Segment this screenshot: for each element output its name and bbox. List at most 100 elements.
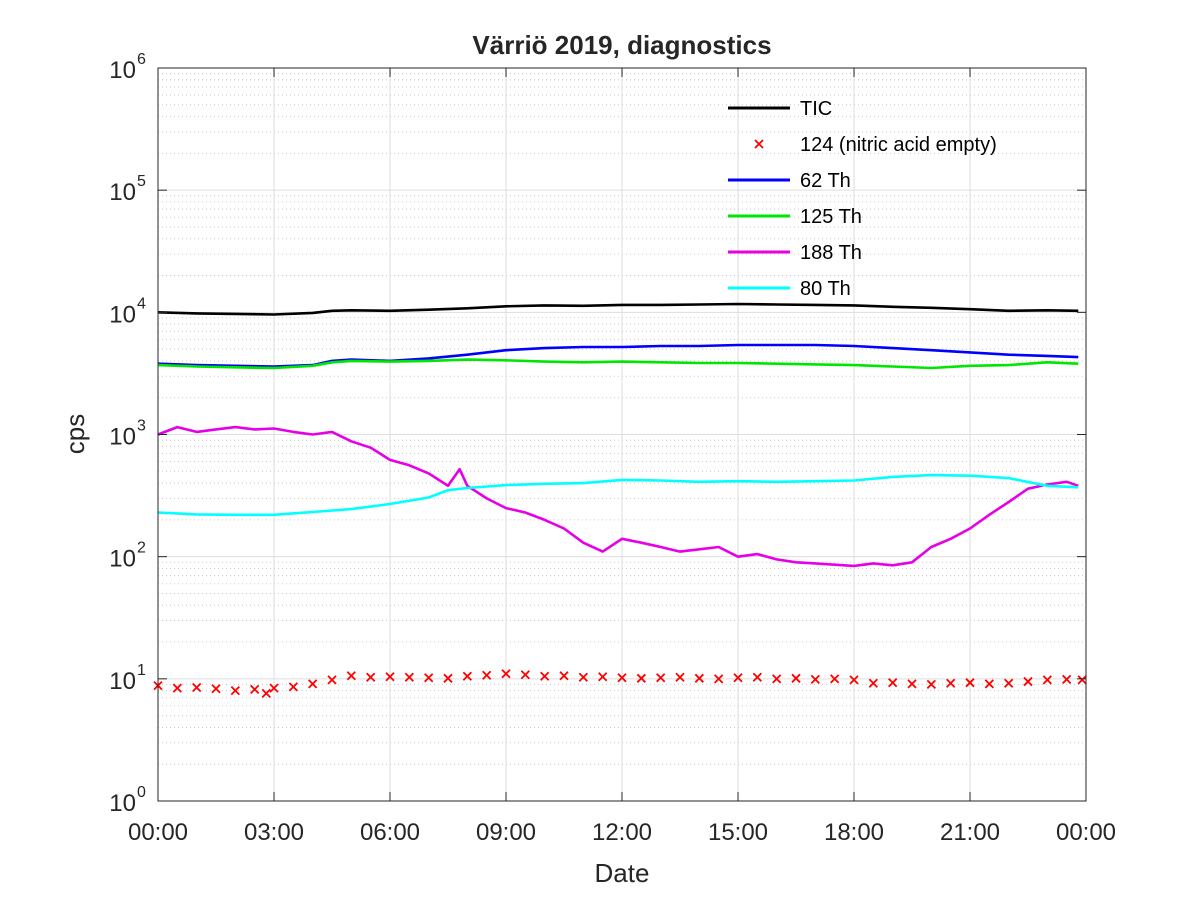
- data-point: [230, 686, 240, 696]
- series-line: [157, 473, 1079, 517]
- y-tick-label: 10 1: [109, 662, 146, 695]
- y-tick-label: 10 6: [109, 51, 146, 84]
- data-point: [733, 673, 743, 683]
- y-axis-label: cps: [60, 414, 90, 454]
- data-point: [1042, 675, 1052, 685]
- legend-item: 188 Th: [728, 242, 862, 264]
- series-tic: [157, 302, 1079, 316]
- data-point: [327, 675, 337, 685]
- y-tick-label-exponent: 5: [137, 173, 146, 190]
- data-point: [1004, 678, 1014, 688]
- data-point: [540, 671, 550, 681]
- x-tick-label: 03:00: [244, 819, 304, 846]
- y-tick-label-exponent: 3: [137, 418, 146, 435]
- y-tick-label-exponent: 2: [137, 540, 146, 557]
- data-point: [559, 671, 569, 681]
- legend-item: 62 Th: [728, 170, 851, 192]
- data-point: [578, 672, 588, 682]
- data-point: [617, 673, 627, 683]
- y-tick-label: 10 0: [109, 784, 146, 817]
- data-point: [250, 684, 260, 694]
- data-point: [1062, 674, 1072, 685]
- x-tick-label: 06:00: [360, 819, 420, 846]
- legend-label: TIC: [800, 98, 832, 120]
- chart-title: Värriö 2019, diagnostics: [472, 30, 771, 60]
- series-124: [153, 669, 1087, 699]
- y-tick-label-base: 10: [109, 790, 136, 817]
- y-tick-label-base: 10: [109, 301, 136, 328]
- legend-label: 188 Th: [800, 242, 862, 264]
- x-tick-label: 21:00: [940, 819, 1000, 846]
- x-tick-label: 00:00: [128, 819, 188, 846]
- x-axis-label: Date: [595, 858, 650, 888]
- data-point: [752, 672, 762, 682]
- series-line: [157, 425, 1079, 568]
- y-tick-label-base: 10: [109, 424, 136, 451]
- y-tick-label: 10 4: [109, 295, 146, 328]
- legend-marker: [754, 139, 764, 149]
- y-tick-label: 10 5: [109, 173, 146, 206]
- data-point: [385, 672, 395, 682]
- legend-item: 125 Th: [728, 206, 862, 228]
- data-point: [694, 673, 704, 683]
- data-point: [598, 672, 608, 682]
- data-point: [192, 682, 202, 693]
- data-point: [868, 678, 878, 688]
- data-point: [501, 669, 511, 679]
- y-tick-label: 10 3: [109, 418, 146, 451]
- legend-item: 80 Th: [728, 278, 851, 300]
- legend-label: 124 (nitric acid empty): [800, 134, 997, 156]
- y-tick-label-exponent: 1: [137, 662, 146, 679]
- x-tick-label: 18:00: [824, 819, 884, 846]
- data-point: [308, 679, 318, 689]
- data-point: [1023, 676, 1033, 687]
- data-point: [984, 679, 994, 689]
- legend-label: 80 Th: [800, 278, 851, 300]
- data-point: [714, 674, 724, 684]
- data-point: [926, 679, 936, 690]
- data-point: [211, 684, 221, 694]
- legend-item: TIC: [728, 98, 832, 120]
- y-tick-label-exponent: 4: [137, 295, 146, 312]
- series-layer: [153, 302, 1087, 699]
- y-tick-label-exponent: 0: [137, 784, 146, 801]
- y-tick-label-base: 10: [109, 179, 136, 206]
- data-point: [849, 675, 859, 685]
- y-tick-label-base: 10: [109, 57, 136, 84]
- data-point: [1077, 675, 1087, 685]
- x-tick-labels: 00:00 03:00 06:00 09:00 12:00 15:00 18:00 21:00…: [128, 819, 1116, 846]
- series-line: [157, 358, 1079, 370]
- data-point: [830, 674, 840, 684]
- x-tick-label: 09:00: [476, 819, 536, 846]
- x-tick-label: 12:00: [592, 819, 652, 846]
- data-point: [675, 672, 685, 682]
- y-tick-label-exponent: 6: [137, 51, 146, 68]
- y-tick-label-base: 10: [109, 546, 136, 573]
- data-point: [888, 678, 898, 688]
- y-tick-label-base: 10: [109, 668, 136, 695]
- legend-item: 124 (nitric acid empty): [754, 134, 997, 156]
- data-point: [907, 679, 917, 689]
- series-125: [157, 358, 1079, 370]
- data-point: [482, 670, 492, 680]
- data-point: [404, 672, 414, 682]
- data-point: [172, 683, 182, 693]
- ticks: [157, 67, 1087, 802]
- data-point: [346, 671, 356, 681]
- data-point: [791, 673, 801, 683]
- x-tick-label: 15:00: [708, 819, 768, 846]
- data-point: [443, 673, 453, 683]
- x-tick-label: 00:00: [1056, 819, 1116, 846]
- data-point: [772, 674, 782, 684]
- legend-label: 125 Th: [800, 206, 862, 228]
- series-80: [157, 473, 1079, 517]
- data-point: [810, 674, 820, 685]
- data-point: [424, 673, 434, 683]
- series-line: [157, 302, 1079, 316]
- data-point: [520, 670, 530, 680]
- y-tick-label: 10 2: [109, 540, 146, 573]
- legend: TIC 124 (nitric acid empty) 62 Th 125 Th 188…: [728, 98, 997, 300]
- data-point: [462, 671, 472, 681]
